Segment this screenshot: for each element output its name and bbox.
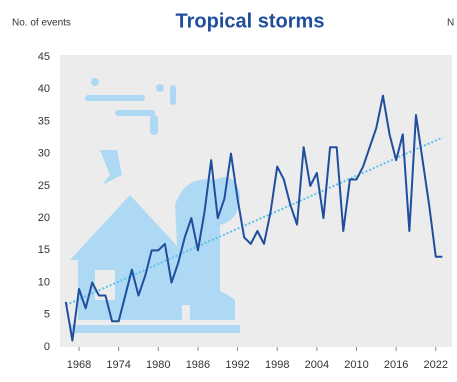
storm-illustration <box>70 78 240 333</box>
x-tick-label: 1974 <box>106 359 130 371</box>
y-tick-label: 40 <box>38 83 50 95</box>
x-tick-label: 2016 <box>384 359 408 371</box>
x-tick-label: 2004 <box>305 359 329 371</box>
chart-title: Tropical storms <box>176 10 325 32</box>
x-tick-label: 1992 <box>225 359 249 371</box>
y-tick-label: 10 <box>38 276 50 288</box>
y2-axis-label: N <box>447 18 454 29</box>
y-tick-label: 15 <box>38 244 50 256</box>
y-tick-label: 30 <box>38 148 50 160</box>
y-tick-label: 45 <box>38 51 50 63</box>
x-tick-label: 1986 <box>186 359 210 371</box>
x-tick-label: 1998 <box>265 359 289 371</box>
x-tick-label: 2010 <box>344 359 368 371</box>
y-axis-label: No. of events <box>12 18 71 29</box>
y-tick-label: 5 <box>44 309 50 321</box>
y-tick-label: 20 <box>38 212 50 224</box>
x-tick-label: 1980 <box>146 359 170 371</box>
y-tick-label: 0 <box>44 341 50 353</box>
x-tick-label: 1968 <box>67 359 91 371</box>
y-tick-label: 25 <box>38 180 50 192</box>
y-tick-label: 35 <box>38 115 50 127</box>
x-tick-label: 2022 <box>424 359 448 371</box>
data-line <box>64 94 443 342</box>
trend-line <box>65 136 443 307</box>
